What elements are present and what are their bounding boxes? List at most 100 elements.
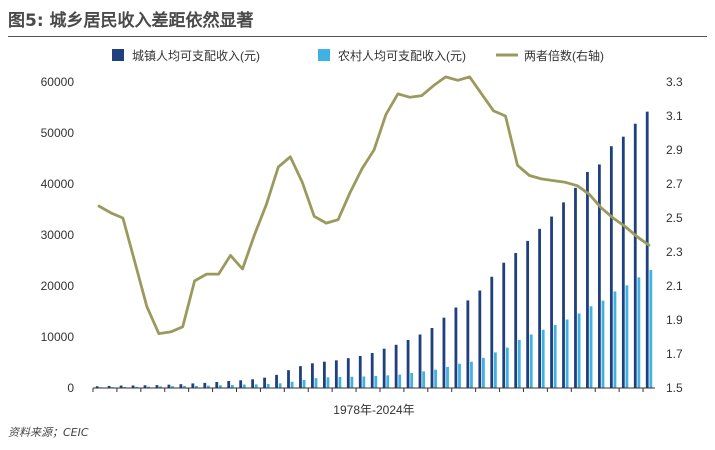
source-note: 资料来源；CEIC — [8, 426, 89, 439]
bar-urban — [287, 370, 290, 388]
bar-urban — [251, 379, 255, 388]
ratio-series-line — [97, 75, 651, 336]
bar-urban — [131, 385, 135, 388]
bar-rural — [577, 313, 581, 388]
legend-swatch — [318, 49, 330, 61]
y-left-tick-label: 10000 — [41, 330, 75, 344]
y-right-tick-label: 2.7 — [666, 177, 683, 191]
chart-title: 图5: 城乡居民收入差距依然显著 — [8, 11, 254, 31]
bar-rural — [135, 386, 139, 388]
bar-urban — [334, 360, 338, 388]
bar-urban — [645, 111, 649, 388]
bar-rural — [147, 386, 151, 388]
bar-rural — [505, 347, 509, 388]
bar-rural — [254, 384, 258, 388]
y-right-tick-label: 3.1 — [666, 109, 683, 123]
bar-rural — [589, 306, 593, 388]
bar-urban — [107, 385, 111, 388]
bar-rural — [159, 386, 162, 388]
bar-urban — [215, 381, 219, 388]
y-right-tick-label: 1.5 — [666, 381, 683, 395]
bar-rural — [362, 376, 366, 388]
bar-rural — [374, 375, 378, 388]
y-right-tick-label: 2.9 — [666, 143, 683, 157]
y-left-tick-label: 20000 — [41, 279, 75, 293]
bar-urban — [191, 383, 195, 388]
bar-rural — [350, 376, 354, 388]
y-right-tick-label: 2.1 — [666, 279, 683, 293]
y-right-tick-label: 2.5 — [666, 211, 683, 225]
legend-label: 两者倍数(右轴) — [524, 48, 604, 63]
bar-rural — [242, 384, 246, 388]
bar-urban — [143, 385, 147, 388]
ratio-line — [97, 75, 651, 336]
bar-rural — [649, 270, 653, 388]
bar-urban — [263, 377, 266, 388]
bar-rural — [529, 334, 533, 388]
bar-urban — [478, 290, 482, 388]
bar-urban — [155, 385, 159, 388]
y-right-tick-label: 2.3 — [666, 245, 683, 259]
bar-urban — [119, 385, 123, 388]
bar-urban — [382, 348, 386, 388]
y-left-tick-label: 0 — [67, 381, 74, 395]
bar-urban — [239, 380, 243, 388]
bar-rural — [470, 361, 473, 388]
bar-urban — [311, 363, 314, 388]
bar-urban — [574, 187, 577, 388]
legend-label: 农村人均可支配收入(元) — [338, 49, 466, 63]
bar-rural — [266, 384, 270, 388]
legend-label: 城镇人均可支配收入(元) — [132, 49, 260, 63]
bar-urban — [502, 262, 506, 388]
bar-rural — [290, 381, 294, 388]
x-axis-label: 1978年-2024年 — [333, 403, 414, 417]
bar-rural — [446, 366, 449, 388]
bar-rural — [326, 377, 330, 388]
bar-rural — [171, 386, 174, 388]
bar-urban — [167, 384, 171, 388]
bar-rural — [386, 375, 390, 388]
bar-rural — [613, 291, 617, 388]
bar-urban — [466, 300, 470, 388]
bar-urban — [275, 374, 278, 388]
bar-rural — [183, 385, 186, 388]
bar-urban — [227, 380, 231, 388]
bar-rural — [206, 385, 210, 388]
legend: 城镇人均可支配收入(元) 农村人均可支配收入(元) 两者倍数(右轴) — [112, 48, 604, 63]
bar-urban — [526, 240, 530, 388]
bar-rural — [195, 385, 198, 388]
bar-rural — [410, 373, 414, 388]
bar-rural — [398, 374, 402, 388]
bar-urban — [609, 146, 613, 388]
y-left-tick-label: 50000 — [41, 126, 75, 140]
bar-rural — [565, 319, 569, 388]
bar-urban — [406, 339, 410, 388]
y-right-tick-label: 1.7 — [666, 347, 683, 361]
bar-rural — [230, 384, 234, 388]
bar-urban — [550, 216, 553, 388]
bar-rural — [434, 369, 437, 388]
bar-rural — [314, 378, 318, 388]
bar-rural — [493, 352, 497, 388]
bar-urban — [562, 202, 565, 388]
bar-urban — [358, 355, 362, 388]
bars — [95, 111, 653, 389]
bar-urban — [621, 136, 625, 388]
bar-rural — [218, 385, 222, 388]
bar-rural — [278, 383, 282, 388]
bar-rural — [458, 363, 461, 388]
bar-urban — [442, 317, 446, 388]
bar-rural — [482, 357, 485, 388]
bar-urban — [95, 386, 99, 388]
bar-urban — [586, 171, 589, 388]
bar-rural — [541, 329, 545, 388]
bar-rural — [601, 300, 605, 388]
bar-rural — [553, 324, 557, 388]
y-left-tick-label: 40000 — [41, 177, 75, 191]
bar-urban — [394, 344, 398, 388]
bar-urban — [322, 361, 326, 388]
y-left-tick-label: 30000 — [41, 228, 75, 242]
bar-urban — [299, 366, 302, 388]
title-divider — [8, 36, 707, 37]
bar-rural — [422, 371, 426, 388]
